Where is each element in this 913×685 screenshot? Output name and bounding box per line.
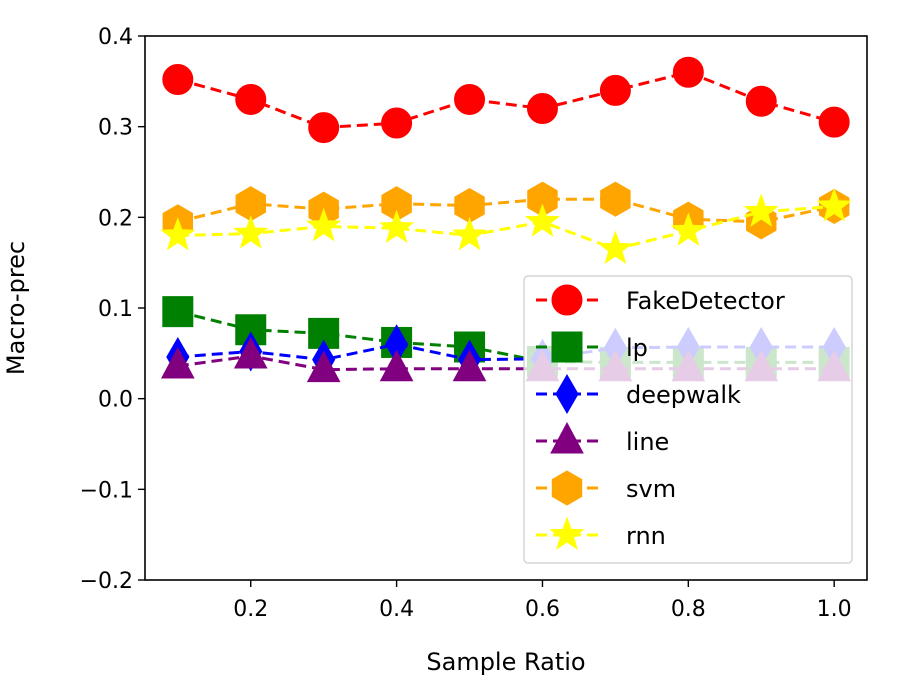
data-point-fakedetector [235,83,267,115]
y-axis-label: Macro-prec [2,241,30,375]
legend-marker-deepwalk [555,374,579,414]
legend-label: svm [626,475,676,503]
legend-marker-svm [551,470,583,506]
legend: FakeDetector lp deepwalk line svm rnn [523,275,853,564]
series-line-rnn [177,204,835,251]
data-point-line [452,349,487,382]
legend-label: line [626,428,669,456]
data-point-fakedetector [162,64,194,96]
data-point-rnn [379,209,415,244]
data-point-line [379,349,414,382]
data-point-rnn [306,207,342,242]
y-tick-label: 0.1 [98,297,133,322]
legend-item-svm: svm [536,470,676,506]
data-point-fakedetector [454,83,486,115]
data-point-fakedetector [308,112,340,144]
data-point-lp [162,296,194,328]
data-point-rnn [743,193,779,227]
legend-label: deepwalk [626,381,741,409]
series-line-svm [177,197,835,224]
legend-item-line: line [536,421,669,456]
data-point-fakedetector [745,85,777,117]
y-tick-label: 0.0 [98,388,133,413]
legend-item-rnn: rnn [536,516,666,550]
data-point-fakedetector [526,93,558,125]
y-tick-label: 0.3 [98,116,133,141]
x-tick-label: 0.2 [233,597,268,622]
data-point-line [306,350,341,383]
series-line-fakedetector [177,70,835,130]
x-tick-label: 0.6 [525,597,560,622]
data-point-fakedetector [381,107,413,139]
legend-item-deepwalk: deepwalk [536,374,741,414]
y-tick-label: 0.2 [98,206,133,231]
x-tick-label: 0.8 [671,597,706,622]
y-tick-label: −0.1 [80,478,133,503]
legend-label: rnn [626,522,666,550]
data-point-line [160,346,195,379]
y-tick-label: 0.4 [98,25,133,50]
legend-label: FakeDetector [626,287,785,315]
data-point-rnn [670,212,706,246]
data-point-rnn [160,217,196,251]
data-point-rnn [524,203,561,237]
legend-marker-fakedetector [551,284,583,316]
legend-box [523,275,853,564]
legend-marker-line [550,421,584,454]
legend-item-fakedetector: FakeDetector [536,284,785,316]
data-point-fakedetector [818,106,850,138]
data-point-fakedetector [599,74,631,106]
data-point-rnn [597,230,633,265]
legend-marker-rnn [549,516,585,550]
legend-item-lp: lp [536,331,648,363]
data-point-line [233,336,268,369]
legend-marker-lp [551,331,583,363]
data-point-fakedetector [672,56,704,88]
y-tick-label: −0.2 [80,569,133,594]
x-axis: 0.2 0.4 0.6 0.8 1.0 [233,580,852,622]
y-axis: −0.2 −0.1 0.0 0.1 0.2 0.3 0.4 [80,25,145,594]
data-point-rnn [451,217,488,251]
x-axis-label: Sample Ratio [426,648,585,676]
series-rnn [160,187,852,265]
legend-label: lp [626,334,648,362]
data-point-svm [600,181,631,217]
data-point-rnn [233,215,269,249]
x-tick-label: 0.4 [379,597,414,622]
x-tick-label: 1.0 [817,597,852,622]
data-point-rnn [816,187,852,222]
series-fakedetector [162,56,850,144]
